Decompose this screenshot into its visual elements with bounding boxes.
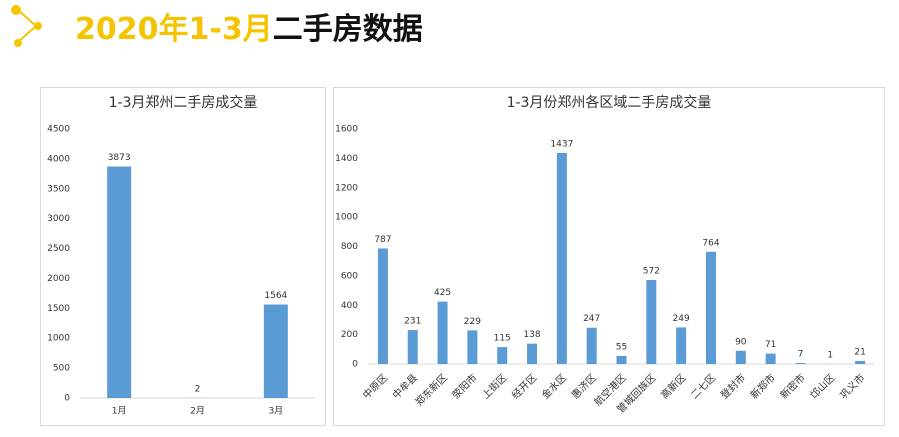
data-label: 1 (827, 350, 833, 360)
data-label: 115 (494, 334, 511, 344)
bar (646, 280, 656, 364)
bar (706, 252, 716, 364)
bar (378, 248, 388, 364)
bar (766, 354, 776, 364)
data-label: 3873 (108, 153, 131, 163)
y-tick-label: 2500 (47, 244, 70, 254)
data-label: 1437 (550, 139, 573, 149)
x-tick-label: 3月 (268, 406, 283, 417)
data-label: 71 (765, 340, 776, 350)
data-label: 425 (434, 288, 451, 298)
bar (408, 330, 418, 364)
bar (497, 347, 507, 364)
bar (467, 330, 477, 364)
data-label: 55 (616, 342, 627, 352)
title-rest: 二手房数据 (273, 12, 423, 47)
title-year: 2020年1-3月 (75, 12, 273, 47)
y-tick-label: 1000 (335, 213, 358, 223)
data-label: 1564 (264, 291, 287, 301)
y-tick-label: 500 (53, 364, 70, 374)
data-label: 572 (643, 266, 660, 276)
y-tick-label: 1000 (47, 334, 70, 344)
data-label: 7 (798, 349, 804, 359)
logo-icon (11, 5, 42, 47)
data-label: 764 (702, 238, 719, 248)
chart-title: 1-3月郑州二手房成交量 (109, 94, 258, 111)
data-label: 229 (464, 317, 481, 327)
x-tick-label: 2月 (190, 406, 205, 417)
bar (587, 328, 597, 364)
bar (736, 351, 746, 364)
y-tick-label: 200 (341, 330, 358, 340)
y-tick-label: 0 (352, 360, 358, 370)
y-tick-label: 3000 (47, 214, 70, 224)
data-label: 138 (523, 330, 540, 340)
x-tick-label: 1月 (112, 406, 127, 417)
y-tick-label: 3500 (47, 184, 70, 194)
bar (557, 153, 567, 364)
bar (264, 305, 288, 398)
y-tick-label: 600 (341, 271, 358, 281)
bar (855, 361, 865, 364)
y-tick-label: 400 (341, 301, 358, 311)
bar (617, 356, 627, 364)
bar (107, 166, 131, 398)
y-tick-label: 4000 (47, 154, 70, 164)
y-tick-label: 1400 (335, 154, 358, 164)
y-tick-label: 1200 (335, 183, 358, 193)
data-label: 21 (854, 347, 865, 357)
bar (527, 344, 537, 364)
data-label: 90 (735, 337, 747, 347)
data-label: 247 (583, 314, 600, 324)
bar (795, 363, 805, 364)
y-tick-label: 4500 (47, 125, 70, 135)
y-tick-label: 800 (341, 242, 358, 252)
chart-title: 1-3月份郑州各区域二手房成交量 (507, 94, 712, 111)
y-tick-label: 1500 (47, 304, 70, 314)
y-tick-label: 0 (64, 394, 70, 404)
bar (438, 302, 448, 364)
y-tick-label: 1600 (335, 125, 358, 135)
y-tick-label: 2000 (47, 274, 70, 284)
data-label: 231 (404, 317, 421, 327)
bar (676, 327, 686, 364)
data-label: 249 (673, 314, 690, 324)
page-title: 2020年1-3月二手房数据 (75, 12, 423, 47)
data-label: 787 (374, 235, 391, 245)
data-label: 2 (195, 384, 201, 394)
